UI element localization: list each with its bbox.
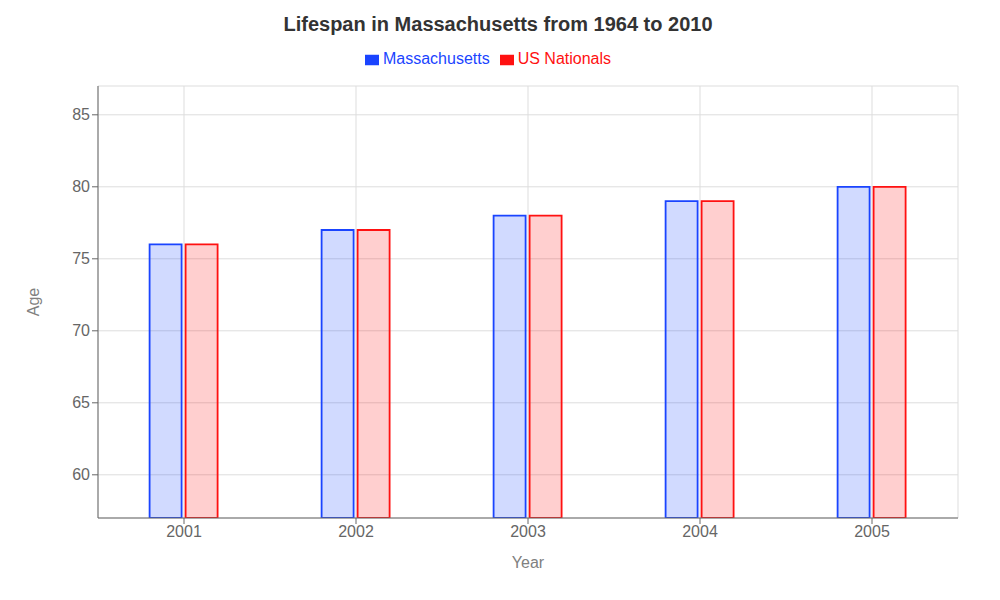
html-text:Massachusetts: Massachusetts [383,50,490,67]
svg-text:2002: 2002 [338,523,374,540]
svg-text:Year: Year [512,554,545,571]
svg-text:65: 65 [72,394,90,411]
svg-text:2004: 2004 [682,523,718,540]
html-text:Lifespan in Massachusetts from: Lifespan in Massachusetts from 1964 to 2… [283,13,713,35]
svg-text:60: 60 [72,466,90,483]
svg-text:2005: 2005 [854,523,890,540]
svg-text:70: 70 [72,322,90,339]
svg-text:2003: 2003 [510,523,546,540]
svg-text:2001: 2001 [166,523,202,540]
svg-text:Age: Age [25,288,42,317]
svg-text:75: 75 [72,250,90,267]
html-text:US Nationals: US Nationals [517,50,611,67]
svg-text:85: 85 [72,106,90,123]
svg-text:80: 80 [72,178,90,195]
